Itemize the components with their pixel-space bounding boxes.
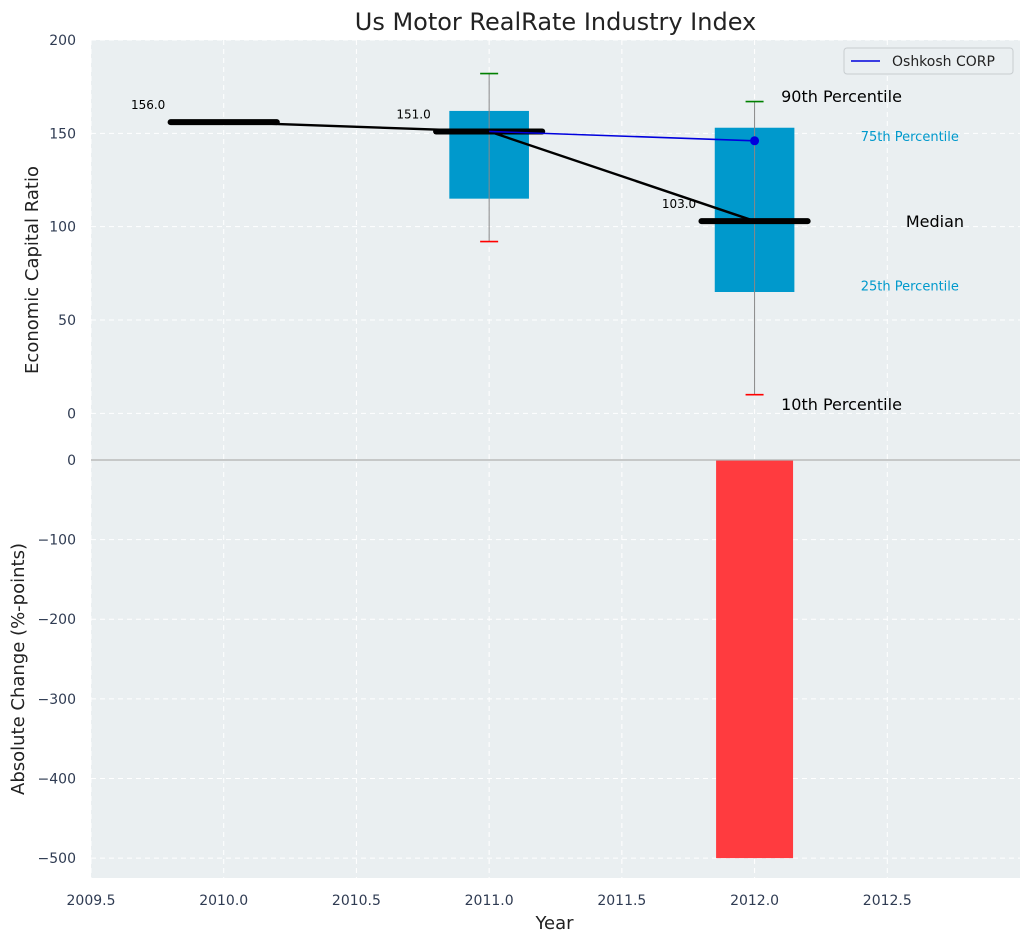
x-tick-label-4: 2011.5 <box>597 893 646 909</box>
top-plot-area <box>91 40 1020 460</box>
top-y-axis-label: Economic Capital Ratio <box>22 166 43 374</box>
top-y-tick-label-3: 150 <box>49 126 76 142</box>
x-tick-label-1: 2010.0 <box>199 893 248 909</box>
bottom-y-tick-label-0: 0 <box>67 453 76 469</box>
top-y-tick-label-4: 200 <box>49 33 76 49</box>
change-bar-0 <box>716 460 794 859</box>
legend-box <box>843 47 1014 75</box>
x-tick-label-6: 2012.5 <box>863 893 912 909</box>
x-axis-label: Year <box>534 913 574 934</box>
median-value-label-1: 151.0 <box>396 107 430 121</box>
annotation-0: 90th Percentile <box>781 87 902 106</box>
annotation-4: 10th Percentile <box>781 395 902 414</box>
bottom-y-tick-label-1: −100 <box>38 533 76 549</box>
oshkosh-line <box>489 130 755 142</box>
top-y-tick-label-2: 100 <box>49 220 76 236</box>
top-y-tick-label-0: 0 <box>67 406 76 422</box>
x-tick-label-5: 2012.0 <box>730 893 779 909</box>
top-y-tick-label-1: 50 <box>58 313 76 329</box>
annotation-3: 25th Percentile <box>861 279 959 294</box>
bottom-y-tick-label-3: −300 <box>38 692 76 708</box>
x-tick-label-3: 2011.0 <box>465 893 514 909</box>
bottom-y-axis-label: Absolute Change (%-points) <box>8 543 29 795</box>
bottom-y-tick-label-5: −500 <box>38 851 76 867</box>
bottom-y-tick-label-2: −200 <box>38 612 76 628</box>
median-value-label-0: 156.0 <box>131 98 165 112</box>
legend-label-oshkosh: Oshkosh CORP <box>892 54 995 70</box>
x-tick-label-2: 2010.5 <box>332 893 381 909</box>
x-tick-label-0: 2009.5 <box>67 893 116 909</box>
bottom-plot-area <box>91 460 1020 878</box>
bottom-y-tick-label-4: −400 <box>38 771 76 787</box>
chart-title: Us Motor RealRate Industry Index <box>355 8 757 36</box>
median-value-label-2: 103.0 <box>662 197 696 211</box>
annotation-1: 75th Percentile <box>861 130 959 145</box>
oshkosh-point-1 <box>750 136 760 146</box>
annotation-2: Median <box>906 212 964 231</box>
